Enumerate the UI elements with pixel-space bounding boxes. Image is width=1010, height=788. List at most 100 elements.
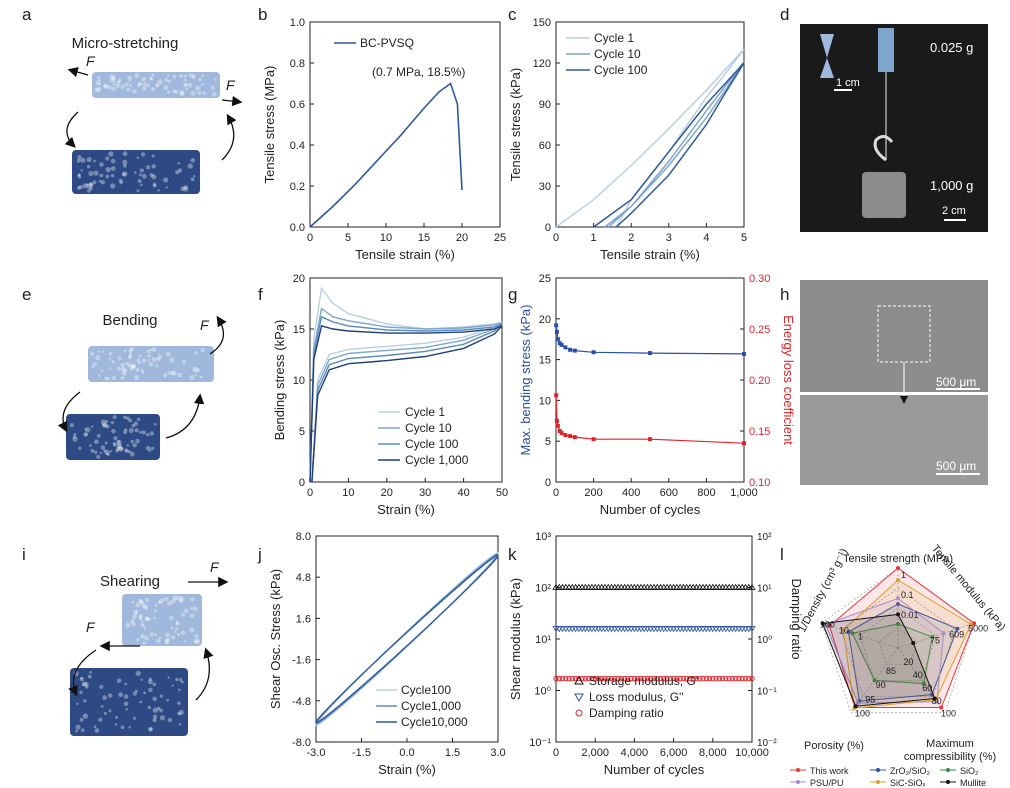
legend-marker <box>796 768 800 772</box>
pore <box>77 159 81 163</box>
legend-label: Mullite <box>960 778 986 788</box>
x-tick-label: 5 <box>741 232 747 244</box>
marker <box>554 393 558 397</box>
pore <box>132 443 137 448</box>
y-axis-label: Shear Osc. Stress (kPa) <box>268 569 283 709</box>
marker <box>563 433 567 437</box>
pore <box>94 87 99 92</box>
pore <box>171 635 175 639</box>
pore <box>122 171 127 176</box>
pore <box>153 616 156 619</box>
y-tick-label: 8.0 <box>296 531 311 543</box>
x-tick-label: 1 <box>591 232 597 244</box>
pore <box>105 156 109 160</box>
chart-j: -3.0 -1.5 0.0 1.5 3.0-8.0-4.8-1.61.64.88.0St… <box>268 531 506 777</box>
pore <box>117 78 121 82</box>
marker <box>648 351 652 355</box>
pore <box>158 353 161 356</box>
pore <box>117 367 121 371</box>
pore <box>178 689 181 692</box>
pore <box>138 599 143 604</box>
pore <box>154 423 157 426</box>
sem-h: 500 μm 500 μm <box>800 280 988 485</box>
pore <box>165 186 167 188</box>
pore <box>151 447 155 451</box>
pore <box>80 158 85 163</box>
pore <box>181 681 184 684</box>
marker <box>592 437 596 441</box>
radar-marker <box>911 641 915 645</box>
pore <box>93 180 97 184</box>
pore <box>190 597 194 601</box>
pore <box>177 701 181 705</box>
x-tick-label: 0 <box>553 747 559 759</box>
pore <box>89 671 92 674</box>
pore <box>150 77 153 80</box>
pore <box>141 621 144 624</box>
pore <box>147 359 149 361</box>
pore <box>154 633 157 636</box>
mass-small: 0.025 g <box>930 40 973 55</box>
mass-large: 1,000 g <box>930 178 973 193</box>
y2-tick-label: 0.30 <box>749 273 770 285</box>
marker <box>556 337 560 341</box>
radar-tick: 75 <box>930 636 940 646</box>
radar-tick: 40 <box>913 670 923 680</box>
pore <box>132 614 137 619</box>
pore <box>142 358 147 363</box>
x-tick-label: 5 <box>345 232 351 244</box>
panel-letter-b: b <box>258 5 267 24</box>
pore <box>189 628 194 633</box>
scale-bottom: 500 μm <box>936 459 976 473</box>
pore <box>83 713 88 718</box>
pore <box>91 449 95 453</box>
pore <box>78 447 81 450</box>
y-tick-label: 30 <box>539 181 551 193</box>
pore <box>151 87 156 92</box>
radar-marker <box>896 578 900 582</box>
radar-tick: 85 <box>886 666 896 676</box>
pore <box>109 74 114 79</box>
foam-sheared <box>70 668 188 736</box>
pore <box>99 685 103 689</box>
pore <box>95 355 100 360</box>
pore <box>94 725 97 728</box>
pore <box>148 677 151 680</box>
motion-arrow <box>67 112 78 146</box>
legend-marker <box>575 694 583 701</box>
y-tick-label: 20 <box>539 314 551 326</box>
pore <box>142 430 146 434</box>
y-tick-label: 1.6 <box>296 613 311 625</box>
x-axis-label: Number of cycles <box>604 762 705 777</box>
y-tick-label: 60 <box>539 140 551 152</box>
x-tick-label: 2,000 <box>581 747 609 759</box>
pore <box>160 715 165 720</box>
pore <box>142 86 147 91</box>
pore <box>150 632 154 636</box>
pore <box>121 363 125 367</box>
pore <box>123 151 128 156</box>
foam-bent <box>66 414 160 460</box>
pore <box>180 187 185 192</box>
pore <box>132 623 136 627</box>
pore <box>111 166 116 171</box>
force-label: F <box>210 559 220 575</box>
pore <box>130 368 133 371</box>
x-tick-label: 20 <box>456 232 468 244</box>
x-axis-label: Number of cycles <box>600 502 701 517</box>
pore <box>177 633 180 636</box>
pore <box>137 418 140 421</box>
scale-large: 2 cm <box>942 205 966 217</box>
y-tick-label: 10¹ <box>535 634 551 646</box>
y-axis-label: Tensile stress (MPa) <box>262 66 277 184</box>
pore <box>136 358 140 362</box>
pore <box>143 641 147 645</box>
legend-marker <box>946 780 950 784</box>
y-tick-label: -4.8 <box>292 696 311 708</box>
pore <box>87 165 90 168</box>
pore <box>141 678 143 680</box>
series-energy-loss <box>556 395 744 443</box>
marker <box>556 424 560 428</box>
pore <box>167 600 172 605</box>
series-max-bending <box>556 325 744 354</box>
